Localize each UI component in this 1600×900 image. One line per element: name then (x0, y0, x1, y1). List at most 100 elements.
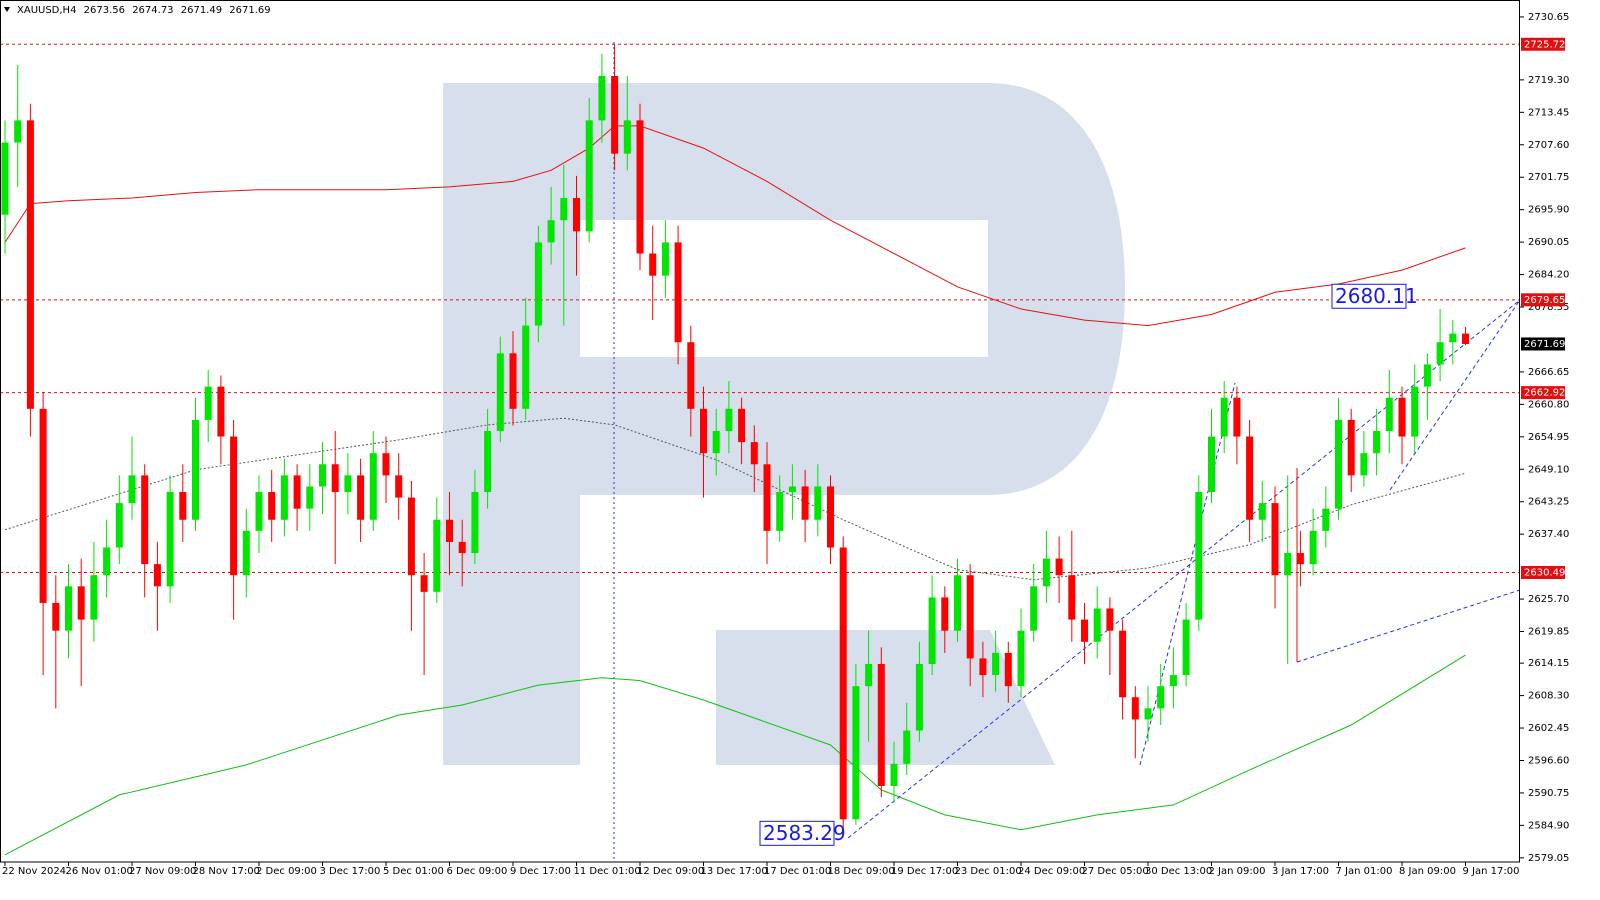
axes: 2730.65 2719.30 2713.45 2707.60 2701.75 2695.… (2, 12, 1569, 877)
candle-body (1055, 558, 1063, 576)
candle-body (395, 475, 403, 498)
y-tick-label: 2713.45 (1528, 107, 1569, 118)
x-tick-label: 9 Dec 17:00 (510, 866, 571, 877)
candle-body (293, 475, 301, 509)
candle-body (1296, 553, 1304, 565)
candle-body (319, 464, 326, 487)
candle-body (357, 475, 365, 520)
candle-body (649, 253, 657, 276)
candle-body (1004, 652, 1012, 687)
candle-body (573, 198, 580, 232)
candle-body (611, 75, 619, 154)
x-tick-label: 3 Dec 17:00 (320, 866, 381, 877)
y-tick-label: 2637.40 (1528, 529, 1569, 540)
candle-body (1042, 558, 1050, 587)
watermark (443, 83, 1125, 765)
candle-body (865, 663, 873, 687)
y-tick-label: 2695.90 (1528, 205, 1569, 216)
candle-body (484, 431, 492, 493)
trend-line (847, 299, 1521, 839)
x-tick-label: 3 Jan 17:00 (1272, 866, 1329, 877)
x-tick-label: 28 Nov 17:00 (193, 866, 260, 877)
candle-body (1131, 697, 1139, 720)
low-value: 2671.49 (181, 5, 222, 16)
candle-body (674, 242, 682, 343)
candle-body (1093, 608, 1101, 642)
candle-body (801, 486, 809, 520)
x-tick-label: 17 Dec 01:00 (764, 866, 831, 877)
symbol: XAUUSD,H4 (17, 5, 76, 16)
candle-body (1258, 503, 1266, 520)
candle-body (966, 575, 974, 659)
candle-body (382, 453, 390, 476)
candle-body (903, 730, 911, 764)
candle-body (1271, 503, 1279, 576)
candle-body (585, 120, 593, 232)
candle-body (1462, 333, 1469, 344)
candle-body (141, 475, 149, 565)
x-tick-label: 11 Dec 01:00 (574, 866, 641, 877)
candle-body (687, 342, 695, 409)
candle-body (1335, 419, 1342, 509)
candle-body (1284, 553, 1292, 576)
candle-body (877, 663, 885, 787)
x-tick-label: 2 Dec 09:00 (256, 866, 317, 877)
candle-body (547, 220, 555, 243)
candle-body (788, 486, 796, 493)
level-label-box (1521, 566, 1565, 580)
candle-body (204, 386, 212, 420)
candle-body (1144, 708, 1152, 720)
level-label-box (1521, 37, 1565, 51)
candle-body (522, 325, 530, 409)
candle-body (1030, 586, 1038, 631)
y-tick-label: 2584.90 (1528, 820, 1569, 831)
candle-body (458, 541, 466, 554)
header: XAUUSD,H4 2673.56 2674.73 2671.49 2671.6… (4, 5, 271, 16)
candle-body (700, 408, 707, 454)
level-label: 2725.72 (1524, 39, 1565, 50)
candle-body (166, 492, 174, 587)
candle-body (179, 492, 187, 520)
candle-body (1208, 436, 1215, 493)
close-value: 2671.69 (229, 5, 270, 16)
x-tick-label: 8 Jan 09:00 (1399, 866, 1456, 877)
annotations: 2680.11 2583.29 (759, 283, 1418, 846)
candle-body (750, 442, 758, 465)
candle-body (344, 475, 352, 493)
level-label: 2662.92 (1524, 388, 1565, 399)
annotation-box (759, 820, 835, 846)
candle-body (598, 75, 606, 121)
candle-body (890, 763, 898, 787)
candle-body (26, 120, 34, 409)
candles (1, 44, 1469, 835)
candle-body (1157, 686, 1165, 709)
candle-body (1017, 630, 1025, 687)
header-text: XAUUSD,H4 2673.56 2674.73 2671.49 2671.6… (17, 5, 271, 16)
candle-body (534, 242, 542, 326)
level-label-box (1521, 293, 1565, 307)
candle-body (115, 503, 123, 548)
high-value: 2674.73 (132, 5, 173, 16)
candle-body (1347, 419, 1355, 476)
trend-line (1389, 299, 1521, 491)
level-label: 2630.49 (1524, 568, 1565, 579)
y-tick-label: 2660.80 (1528, 399, 1569, 410)
y-tick-label: 2619.85 (1528, 627, 1569, 638)
x-tick-label: 13 Dec 17:00 (701, 866, 768, 877)
candle-body (242, 530, 250, 576)
candle-body (1309, 530, 1317, 565)
level-label: 2679.65 (1524, 295, 1565, 306)
candle-body (1119, 630, 1127, 698)
candle-body (1195, 492, 1203, 620)
candle-body (1423, 364, 1431, 387)
x-tick-label: 19 Dec 17:00 (891, 866, 958, 877)
candle-body (1169, 675, 1177, 687)
candle-body (496, 353, 504, 431)
price-label-box (1521, 337, 1565, 351)
candle-body (1081, 619, 1088, 642)
candle-body (776, 492, 784, 531)
trend-lines (847, 299, 1521, 839)
y-tick-label: 2602.45 (1528, 723, 1569, 734)
annotation-label: 2583.29 (763, 821, 846, 845)
candle-body (1106, 608, 1114, 631)
